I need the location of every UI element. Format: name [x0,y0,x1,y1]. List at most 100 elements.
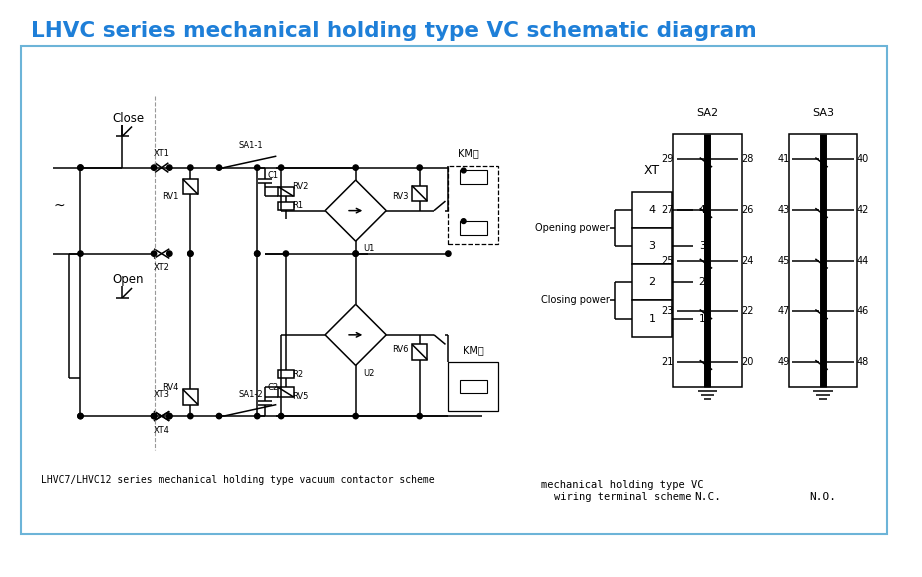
Text: wiring terminal scheme: wiring terminal scheme [553,492,691,503]
Bar [632,264,672,301]
Text: C2: C2 [267,383,278,392]
Text: 3: 3 [699,241,705,251]
Circle shape [167,165,172,170]
Text: 40: 40 [857,155,869,164]
Circle shape [353,251,359,256]
Text: KM合: KM合 [458,148,479,158]
Text: ~: ~ [53,199,65,213]
Text: R2: R2 [291,369,302,379]
Text: 25: 25 [661,256,674,266]
Circle shape [167,251,172,256]
Circle shape [188,251,193,256]
Text: 24: 24 [740,256,753,266]
Text: N.O.: N.O. [810,492,836,503]
Bar [460,221,487,234]
Circle shape [217,165,221,170]
Bar [448,166,498,244]
Bar [412,186,427,201]
Text: 1: 1 [699,314,705,324]
Text: Open: Open [112,273,144,286]
Text: 21: 21 [661,357,674,367]
Text: 47: 47 [777,306,789,316]
Text: RV3: RV3 [392,192,408,201]
Bar [632,301,672,337]
Text: 26: 26 [740,205,753,215]
Text: LHVC7/LHVC12 series mechanical holding type vacuum contactor scheme: LHVC7/LHVC12 series mechanical holding t… [41,475,435,485]
Circle shape [151,413,157,419]
Circle shape [417,165,422,170]
Circle shape [283,251,289,256]
Text: 2: 2 [699,278,705,287]
Text: 1: 1 [648,314,656,324]
Circle shape [167,413,172,419]
Circle shape [461,168,466,173]
Circle shape [77,165,83,170]
Text: 44: 44 [857,256,869,266]
Bar [183,389,198,404]
Text: KM分: KM分 [463,345,483,355]
Text: RV5: RV5 [291,392,308,402]
Text: 2: 2 [648,278,656,287]
Circle shape [254,251,260,256]
Text: 45: 45 [777,256,789,266]
Text: 4: 4 [699,205,705,215]
Text: XT4: XT4 [154,426,170,434]
Circle shape [353,165,359,170]
Text: R1: R1 [291,201,302,211]
Text: 4: 4 [648,205,656,215]
Text: C1: C1 [267,171,278,180]
Bar [673,134,741,387]
Text: SA1-1: SA1-1 [238,141,263,151]
Circle shape [461,219,466,223]
Text: U1: U1 [363,244,374,253]
Bar [278,370,293,378]
Circle shape [254,413,260,419]
Text: 43: 43 [777,205,789,215]
Text: XT3: XT3 [154,390,170,399]
Circle shape [188,165,193,170]
Text: XT1: XT1 [154,149,170,158]
Text: U2: U2 [363,369,374,377]
Text: Close: Close [112,113,144,125]
Text: XT2: XT2 [154,263,170,272]
Circle shape [353,251,359,256]
Text: 23: 23 [661,306,674,316]
Circle shape [77,165,83,170]
Circle shape [77,251,83,256]
Bar [278,202,293,209]
Bar [788,134,857,387]
Circle shape [254,165,260,170]
Circle shape [188,413,193,419]
Text: RV6: RV6 [392,344,408,354]
Circle shape [254,251,260,256]
Bar [460,170,487,184]
Circle shape [77,413,83,419]
Circle shape [151,413,157,419]
Text: 27: 27 [661,205,674,215]
Bar [460,380,487,393]
Circle shape [77,413,83,419]
Bar [278,187,293,196]
Text: Opening power: Opening power [536,223,609,233]
Text: 3: 3 [648,241,656,251]
Bar [278,387,293,397]
Text: 22: 22 [740,306,753,316]
Circle shape [278,413,284,419]
Text: 28: 28 [740,155,753,164]
Circle shape [278,165,284,170]
Circle shape [417,413,422,419]
Text: N.C.: N.C. [694,492,721,503]
Circle shape [188,251,193,256]
Text: RV1: RV1 [162,192,179,201]
Text: 49: 49 [777,357,789,367]
Text: 20: 20 [740,357,753,367]
Text: 41: 41 [777,155,789,164]
Text: SA3: SA3 [812,108,834,118]
Text: Closing power: Closing power [541,295,609,305]
Text: LHVC series mechanical holding type VC schematic diagram: LHVC series mechanical holding type VC s… [30,21,757,41]
Text: XT: XT [644,164,660,177]
Bar [632,192,672,228]
Bar [448,362,498,411]
Text: RV4: RV4 [162,383,179,392]
Text: 46: 46 [857,306,869,316]
